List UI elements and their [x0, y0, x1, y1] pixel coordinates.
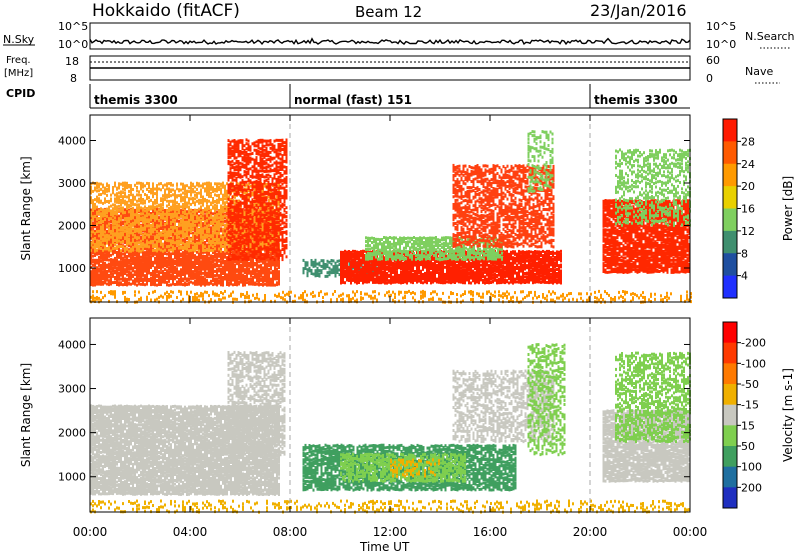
x-axis: 00:00 04:00 08:00 12:00 16:00 20:00 00:00 — [73, 525, 708, 539]
colorbar-tick: 12 — [741, 225, 755, 238]
velocity-panel: 1000 2000 3000 4000 Slant Range [km] 200 100 50… — [19, 318, 795, 514]
x-tick-label: 00:00 — [73, 525, 108, 539]
y-tick-label: 4000 — [58, 135, 86, 148]
nave-tick-bottom: 0 — [706, 72, 713, 85]
rti-figure: Hokkaido (fitACF) Beam 12 23/Jan/2016 N.… — [0, 0, 800, 554]
colorbar-tick: 8 — [741, 247, 748, 260]
colorbar-tick: 50 — [741, 440, 755, 453]
nsky-tick-bottom: 10^0 — [58, 38, 88, 51]
power-colorbar: 4 8 12 16 20 24 28 Power [dB] — [723, 119, 795, 299]
nave-tick-top: 60 — [706, 54, 720, 67]
cpid-segment-label: normal (fast) 151 — [294, 93, 412, 107]
y-tick-label: 2000 — [58, 220, 86, 233]
y-tick-label: 1000 — [58, 471, 86, 484]
power-data — [90, 130, 692, 304]
radar-title: Hokkaido (fitACF) — [92, 1, 240, 21]
nsearch-tick-bottom: 10^0 — [706, 38, 736, 51]
nsky-panel — [90, 23, 690, 49]
x-tick-label: 04:00 — [173, 525, 208, 539]
beam-label: Beam 12 — [355, 3, 422, 21]
freq-unit: [MHz] — [4, 68, 33, 79]
colorbar-tick: 4 — [741, 270, 748, 283]
x-tick-label: 20:00 — [573, 525, 608, 539]
cpid-panel: themis 3300 normal (fast) 151 themis 3300 — [90, 84, 690, 108]
x-tick-label: 12:00 — [373, 525, 408, 539]
power-panel: 1000 2000 3000 4000 Slant Range [km] 4 8 12 16 20… — [19, 115, 795, 304]
nsky-tick-top: 10^5 — [58, 20, 88, 33]
colorbar-tick: 15 — [741, 419, 755, 432]
x-tick-label: 08:00 — [273, 525, 308, 539]
colorbar-tick: -200 — [741, 337, 766, 350]
colorbar-tick: 16 — [741, 203, 755, 216]
y-tick-label: 3000 — [58, 177, 86, 190]
colorbar-tick: 24 — [741, 158, 755, 171]
colorbar-tick: 200 — [741, 481, 762, 494]
y-tick-label: 3000 — [58, 383, 86, 396]
freq-label: Freq. — [6, 55, 31, 66]
y-axis-label: Slant Range [km] — [19, 363, 33, 467]
colorbar-label: Velocity [m s-1] — [781, 368, 795, 462]
velocity-colorbar: 200 100 50 15 -15 -50 -100 -200 Velocity [m s-1] — [723, 322, 795, 509]
y-tick-label: 4000 — [58, 338, 86, 351]
date-label: 23/Jan/2016 — [590, 1, 687, 20]
colorbar-tick: 100 — [741, 461, 762, 474]
colorbar-tick: 28 — [741, 135, 755, 148]
x-axis-label: Time UT — [359, 540, 410, 554]
y-axis-label: Slant Range [km] — [19, 156, 33, 260]
nsky-trace — [90, 39, 690, 44]
cpid-segment-label: themis 3300 — [94, 93, 178, 107]
nsky-label: N.Sky — [3, 33, 35, 46]
x-tick-label: 00:00 — [673, 525, 708, 539]
nsearch-label: N.Search — [745, 30, 795, 43]
power-band — [453, 164, 555, 249]
cpid-label: CPID — [6, 87, 35, 100]
nsearch-tick-top: 10^5 — [706, 20, 736, 33]
colorbar-tick: 20 — [741, 180, 755, 193]
colorbar-tick: -100 — [741, 357, 766, 370]
y-tick-label: 1000 — [58, 262, 86, 275]
colorbar-label: Power [dB] — [781, 176, 795, 241]
nave-label: Nave — [745, 65, 773, 78]
freq-tick-bottom: 8 — [70, 72, 77, 85]
x-tick-label: 16:00 — [473, 525, 508, 539]
velocity-data — [90, 343, 691, 514]
colorbar-tick: -15 — [741, 399, 759, 412]
colorbar-tick: -50 — [741, 378, 759, 391]
cpid-segment-label: themis 3300 — [594, 93, 678, 107]
power-band — [228, 138, 288, 261]
freq-tick-top: 18 — [65, 55, 79, 68]
y-tick-label: 2000 — [58, 427, 86, 440]
